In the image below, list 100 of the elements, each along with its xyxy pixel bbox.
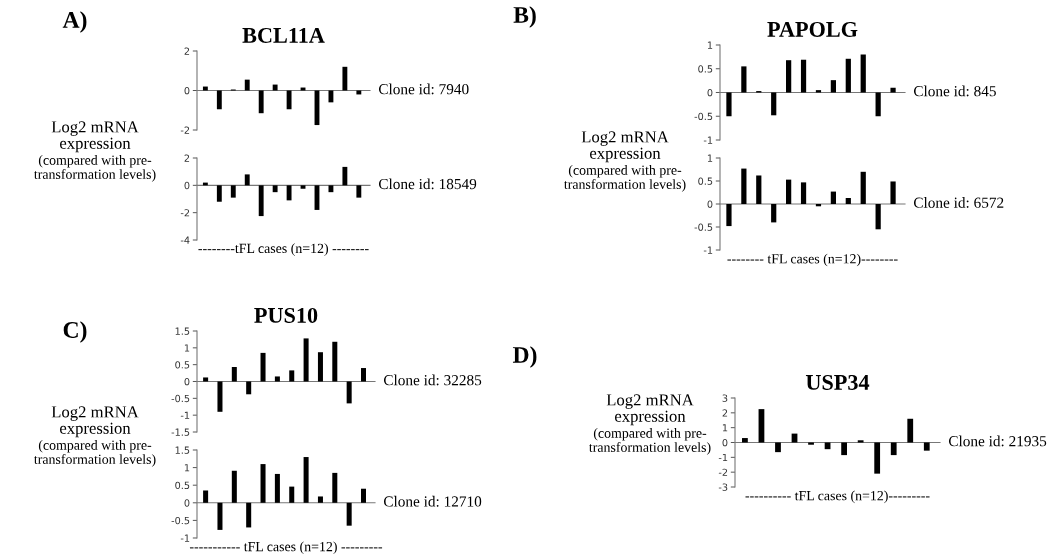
y-tick-label: 1.5 [175,327,190,335]
bar [830,191,836,204]
y-tick-label: -1 [703,136,713,144]
y-axis-title: Log2 mRNA expression (compared with pre- transformation levels) [564,131,686,192]
bar [845,58,851,93]
bar [303,338,309,382]
y-tick-label: 2 [184,47,190,55]
y-tick-label: 1.5 [175,446,190,454]
y-tick-label: 0 [184,499,190,507]
x-axis-title: ----------- tFL cases (n=12) --------- [189,541,383,555]
bar [231,470,237,503]
bar [800,182,807,204]
bar [230,185,236,198]
y-tick-label: 0 [184,377,190,386]
bar [332,341,338,382]
bar [246,502,252,528]
bar [361,368,367,382]
bar [890,87,896,93]
bar [356,185,362,198]
text: A) [62,11,87,33]
y-tick-label: 1 [707,154,713,162]
bar [300,185,306,189]
bar [342,166,348,186]
y-tick-label: 1 [184,344,190,352]
chart-title: USP34 [805,374,870,390]
bar [317,496,323,503]
bar [786,179,792,204]
chart-title: BCL11A [242,27,325,43]
bar [317,352,323,382]
y-tick-label: 3 [722,394,728,402]
y-tick-label: 0 [707,88,713,97]
bar [258,90,264,114]
y-tick-label: -0.5 [694,223,713,231]
bar [217,502,223,530]
y-tick-label: -0.5 [171,394,190,403]
bar [907,418,914,443]
bar [800,59,807,93]
bar [875,204,881,230]
bar [830,80,836,93]
bar [923,442,930,451]
text: Clone id: 7940 [378,83,469,95]
y-tick-label: 1 [184,464,190,472]
bar [874,442,881,474]
bar [775,442,781,453]
y-tick-label: -1 [180,411,190,419]
bar [771,92,777,116]
y-tick-label: -2 [180,209,190,217]
y-tick-label: 2 [722,409,728,417]
bar [216,185,222,202]
bar [289,486,295,503]
bar [203,490,209,503]
bar [332,472,338,503]
bar [203,377,209,382]
y-tick-label: 0 [184,86,190,95]
bar [286,185,292,201]
bar [346,381,352,404]
bar [860,171,866,204]
bar [286,90,292,110]
y-tick-label: 0.5 [175,361,190,369]
y-tick-label: 0.5 [175,481,190,490]
text: B) [513,6,536,28]
bar [246,381,252,395]
y-tick-label: 0.5 [698,177,713,185]
bar [875,92,881,117]
text: Clone id: 845 [913,85,996,97]
chart-title: PUS10 [254,307,318,323]
bar [860,54,866,93]
bar [890,442,897,456]
bar [274,376,280,382]
bar [272,185,278,193]
y-axis-title: Log2 mRNA expression (compared with pre- transformation levels) [34,406,156,467]
bar [303,457,309,503]
y-tick-label: -0.5 [694,112,713,121]
text: Clone id: 12710 [383,495,482,507]
text: Clone id: 18549 [378,178,477,190]
text: Clone id: 32285 [383,374,482,386]
y-tick-label: 0 [707,200,713,208]
bar [272,84,278,91]
bar [771,204,777,223]
bar [857,440,864,443]
x-axis-title: ---------- tFL cases (n=12)--------- [745,490,930,504]
y-tick-label: 1 [707,41,713,49]
y-tick-label: -0.5 [171,516,190,525]
bar [361,488,367,503]
bar [845,198,851,204]
bar [202,86,208,91]
y-tick-label: -2 [718,468,728,476]
text: C) [63,321,87,343]
bar [244,174,250,186]
bar [808,442,814,445]
x-axis-title: --------tFL cases (n=12) -------- [198,243,369,256]
bar [244,79,250,91]
bar [260,352,266,382]
y-tick-label: -1 [718,453,728,462]
bar [786,60,792,93]
bar [289,370,295,382]
y-tick-label: 2 [184,154,190,162]
bar [346,502,352,526]
y-tick-label: -1.5 [171,428,190,436]
bar [216,90,222,110]
